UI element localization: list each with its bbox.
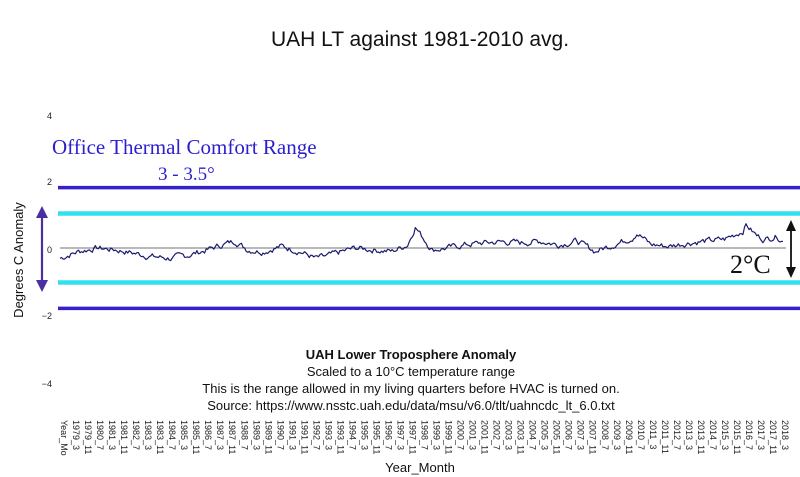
x-tick-label: 2011_11 <box>660 420 670 454</box>
x-tick-label: 1985_3 <box>179 420 189 450</box>
x-tick-label: 2007_3 <box>576 420 586 450</box>
note-line-1: Scaled to a 10°C temperature range <box>307 364 515 379</box>
x-tick-label: 2009_3 <box>612 420 622 450</box>
x-tick-label: 2006_7 <box>564 420 574 450</box>
x-tick-label: 2014_7 <box>708 420 718 450</box>
x-tick-label: 2016_7 <box>744 420 754 450</box>
x-tick-label: 2009_11 <box>624 420 634 454</box>
left-range-arrow <box>36 206 48 292</box>
x-tick-label: 1991_11 <box>299 420 309 454</box>
x-tick-label: 1989_3 <box>251 420 261 450</box>
x-tick-label: 2005_11 <box>552 420 562 454</box>
right-arrow-head-down <box>786 267 796 278</box>
x-tick-label: 1982_7 <box>131 420 141 450</box>
x-tick-label: 1993_11 <box>335 420 345 454</box>
x-tick-label: 2015_11 <box>732 420 742 454</box>
x-tick-label: 2012_7 <box>672 420 682 450</box>
x-tick-label: 1989_11 <box>263 420 273 454</box>
y-axis-label: Degrees C Anomaly <box>11 202 26 318</box>
x-tick-label: 2008_7 <box>600 420 610 450</box>
x-tick-label: 2004_7 <box>528 420 538 450</box>
x-tick-label: 1984_7 <box>167 420 177 450</box>
x-tick-label: 2013_11 <box>696 420 706 454</box>
x-tick-label: 1983_11 <box>155 420 165 454</box>
y-tick-label: 4 <box>47 111 52 121</box>
x-tick-label: 1981_3 <box>107 420 117 450</box>
x-tick-label: 1980_7 <box>95 420 105 450</box>
y-axis-ticks: 4 2 0 −2 −4 <box>42 111 52 389</box>
x-tick-label: 2007_11 <box>588 420 598 454</box>
x-tick-label: 1979_3 <box>71 420 81 450</box>
x-tick-label: 1999_11 <box>444 420 454 454</box>
x-tick-label: 2005_3 <box>540 420 550 450</box>
x-tick-label: 1994_7 <box>347 420 357 450</box>
x-tick-label: 1996_7 <box>383 420 393 450</box>
x-tick-label: Year_Mo <box>59 420 69 456</box>
x-tick-label: 1983_3 <box>143 420 153 450</box>
x-tick-label: 1995_11 <box>371 420 381 454</box>
right-range-arrow <box>786 220 796 278</box>
x-tick-label: 2001_3 <box>468 420 478 450</box>
right-arrow-head-up <box>786 220 796 231</box>
reference-bands <box>58 185 800 311</box>
comfort-range-title: Office Thermal Comfort Range <box>52 135 317 159</box>
x-tick-label: 2002_7 <box>492 420 502 450</box>
x-tick-label: 1986_7 <box>203 420 213 450</box>
y-tick-label: 0 <box>47 245 52 255</box>
x-tick-label: 1979_11 <box>83 420 93 454</box>
two-degree-label: 2°C <box>730 250 771 279</box>
x-tick-label: 1993_3 <box>323 420 333 450</box>
x-tick-label: 1991_3 <box>287 420 297 450</box>
x-tick-label: 2015_3 <box>720 420 730 450</box>
x-tick-label: 1992_7 <box>311 420 321 450</box>
x-tick-label: 1987_3 <box>215 420 225 450</box>
x-tick-label: 2017_11 <box>768 420 778 454</box>
y-tick-label: 2 <box>47 177 52 187</box>
x-tick-label: 1981_11 <box>119 420 129 454</box>
x-tick-label: 1999_3 <box>432 420 442 450</box>
y-tick-label: −2 <box>42 311 52 321</box>
x-axis-label: Year_Month <box>385 460 455 475</box>
x-tick-label: 1987_11 <box>227 420 237 454</box>
x-tick-label: 1985_11 <box>191 420 201 454</box>
x-tick-label: 2011_3 <box>648 420 658 449</box>
left-arrow-head-down <box>36 280 48 292</box>
x-tick-label: 1997_3 <box>396 420 406 450</box>
note-title: UAH Lower Troposphere Anomaly <box>306 347 517 362</box>
chart-title: UAH LT against 1981-2010 avg. <box>271 28 569 51</box>
x-tick-label: 2000_7 <box>456 420 466 450</box>
left-arrow-head-up <box>36 206 48 218</box>
x-tick-label: 2018_3 <box>780 420 790 450</box>
y-tick-label: −4 <box>42 379 52 389</box>
anomaly-series-line <box>59 223 783 262</box>
x-tick-label: 1988_7 <box>239 420 249 450</box>
x-tick-label: 1990_7 <box>275 420 285 450</box>
x-tick-label: 1995_3 <box>359 420 369 450</box>
comfort-range-value: 3 - 3.5° <box>158 164 215 185</box>
x-tick-label: 1998_7 <box>420 420 430 450</box>
x-tick-label: 2010_7 <box>636 420 646 450</box>
x-tick-label: 2001_11 <box>480 420 490 454</box>
note-line-3: Source: https://www.nsstc.uah.edu/data/m… <box>207 398 615 413</box>
x-tick-label: 2013_3 <box>684 420 694 450</box>
x-axis-ticks: Year_Mo 1979_3 1979_11 1980_7 1981_3 1981_11 1… <box>59 420 790 456</box>
x-tick-label: 2003_11 <box>516 420 526 454</box>
note-line-2: This is the range allowed in my living q… <box>202 381 619 396</box>
x-tick-label: 1997_11 <box>408 420 418 454</box>
x-tick-label: 2017_3 <box>756 420 766 450</box>
x-tick-label: 2003_3 <box>504 420 514 450</box>
